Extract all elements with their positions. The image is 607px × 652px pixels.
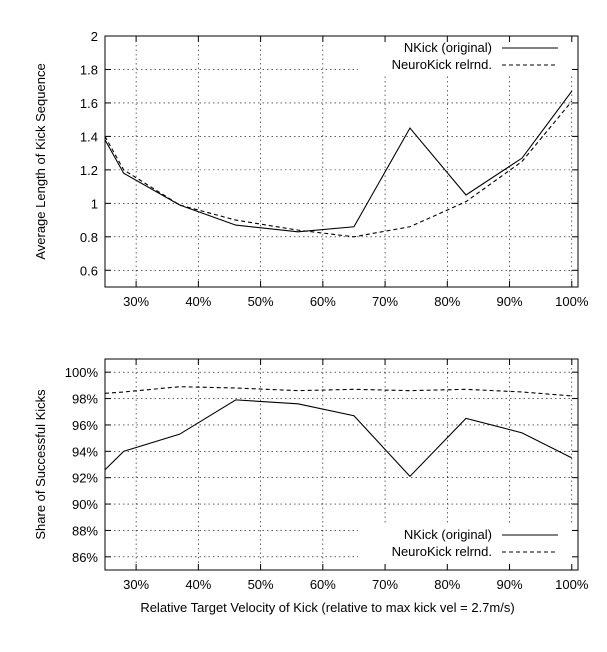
y-tick-label: 86% xyxy=(72,550,98,565)
x-tick-label: 40% xyxy=(185,294,211,309)
y-tick-label: 1 xyxy=(91,196,98,211)
x-tick-label: 90% xyxy=(497,577,523,592)
chart-panel-2: 86% 88% 90% 92% 94% 96% 98% 100% 30% 40% 50% 60% 70%… xyxy=(33,358,589,615)
chart-panel-1: 0.6 0.8 1 1.2 1.4 1.6 1.8 2 30% 40% 50% 60% 70% 80% 90… xyxy=(33,29,589,309)
legend-label-nkick: NKick (original) xyxy=(404,527,492,542)
x-tick-label: 90% xyxy=(497,294,523,309)
legend-background xyxy=(358,36,573,76)
y-tick-label: 0.8 xyxy=(80,230,98,245)
series-line-nkick xyxy=(104,399,573,478)
series-line-neurokick xyxy=(104,386,572,397)
legend-background xyxy=(358,523,573,563)
y-tick-label: 2 xyxy=(91,29,98,44)
x-tick-label: 40% xyxy=(185,577,211,592)
x-tick-label: 100% xyxy=(555,577,589,592)
x-tick-label: 60% xyxy=(310,577,336,592)
y-axis-label: Average Length of Kick Sequence xyxy=(33,63,48,259)
y-tick-label: 100% xyxy=(65,365,99,380)
x-tick-label: 70% xyxy=(372,294,398,309)
x-tick-label: 50% xyxy=(248,294,274,309)
x-tick-label: 100% xyxy=(555,294,589,309)
y-axis-label: Share of Successful Kicks xyxy=(33,389,48,540)
x-tick-label: 30% xyxy=(123,577,149,592)
legend-label-neurokick: NeuroKick relrnd. xyxy=(392,544,492,559)
x-tick-label: 70% xyxy=(372,577,398,592)
legend-label-neurokick: NeuroKick relrnd. xyxy=(392,57,492,72)
x-axis-label: Relative Target Velocity of Kick (relati… xyxy=(140,600,514,615)
plot-frame xyxy=(104,358,579,571)
y-tick-label: 90% xyxy=(72,497,98,512)
y-tick-label: 88% xyxy=(72,523,98,538)
x-tick-label: 30% xyxy=(123,294,149,309)
y-tick-label: 0.6 xyxy=(80,263,98,278)
x-tick-label: 50% xyxy=(248,577,274,592)
y-tick-label: 1.4 xyxy=(80,129,98,144)
y-tick-label: 1.2 xyxy=(80,163,98,178)
x-tick-label: 80% xyxy=(434,294,460,309)
x-tick-label: 60% xyxy=(310,294,336,309)
legend-label-nkick: NKick (original) xyxy=(404,40,492,55)
y-tick-label: 1.6 xyxy=(80,96,98,111)
plot-frame xyxy=(104,35,579,288)
series-line-neurokick xyxy=(104,100,573,238)
x-tick-label: 80% xyxy=(434,577,460,592)
y-tick-label: 92% xyxy=(72,471,98,486)
series-line-nkick xyxy=(104,90,573,233)
y-tick-label: 98% xyxy=(72,392,98,407)
y-tick-label: 1.8 xyxy=(80,62,98,77)
y-tick-label: 96% xyxy=(72,418,98,433)
y-tick-label: 94% xyxy=(72,444,98,459)
